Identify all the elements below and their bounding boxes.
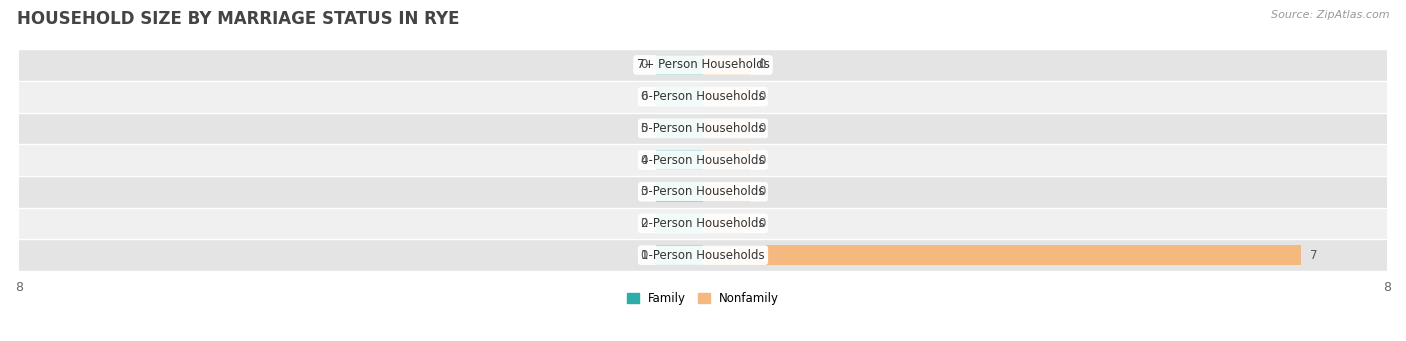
Text: 0: 0: [640, 185, 647, 198]
Bar: [657, 245, 703, 265]
Text: 0: 0: [759, 153, 766, 166]
Bar: [20, 208, 1386, 239]
Text: 0: 0: [759, 217, 766, 230]
Bar: [657, 55, 703, 75]
Bar: [20, 176, 1386, 208]
Bar: [703, 119, 749, 138]
Bar: [20, 113, 1386, 144]
Text: 0: 0: [759, 58, 766, 72]
Bar: [20, 239, 1386, 271]
Bar: [657, 150, 703, 170]
Legend: Family, Nonfamily: Family, Nonfamily: [627, 292, 779, 305]
Bar: [657, 87, 703, 106]
Bar: [703, 87, 749, 106]
Text: Source: ZipAtlas.com: Source: ZipAtlas.com: [1271, 10, 1389, 20]
Bar: [20, 81, 1386, 113]
Text: 1-Person Households: 1-Person Households: [641, 249, 765, 262]
Bar: [703, 150, 749, 170]
Bar: [703, 55, 749, 75]
Text: 0: 0: [640, 249, 647, 262]
Text: 7+ Person Households: 7+ Person Households: [637, 58, 769, 72]
Text: 0: 0: [759, 185, 766, 198]
Text: 0: 0: [759, 90, 766, 103]
Bar: [20, 49, 1386, 81]
Bar: [657, 182, 703, 202]
Bar: [703, 245, 1302, 265]
Text: 6-Person Households: 6-Person Households: [641, 90, 765, 103]
Text: 0: 0: [640, 122, 647, 135]
Bar: [703, 182, 749, 202]
Bar: [657, 213, 703, 233]
Bar: [703, 213, 749, 233]
Text: 4-Person Households: 4-Person Households: [641, 153, 765, 166]
Text: 5-Person Households: 5-Person Households: [641, 122, 765, 135]
Text: 2-Person Households: 2-Person Households: [641, 217, 765, 230]
Text: 0: 0: [640, 58, 647, 72]
Bar: [20, 144, 1386, 176]
Text: 0: 0: [759, 122, 766, 135]
Text: 0: 0: [640, 90, 647, 103]
Text: HOUSEHOLD SIZE BY MARRIAGE STATUS IN RYE: HOUSEHOLD SIZE BY MARRIAGE STATUS IN RYE: [17, 10, 460, 28]
Text: 3-Person Households: 3-Person Households: [641, 185, 765, 198]
Text: 0: 0: [640, 217, 647, 230]
Bar: [657, 119, 703, 138]
Text: 7: 7: [1310, 249, 1317, 262]
Text: 0: 0: [640, 153, 647, 166]
